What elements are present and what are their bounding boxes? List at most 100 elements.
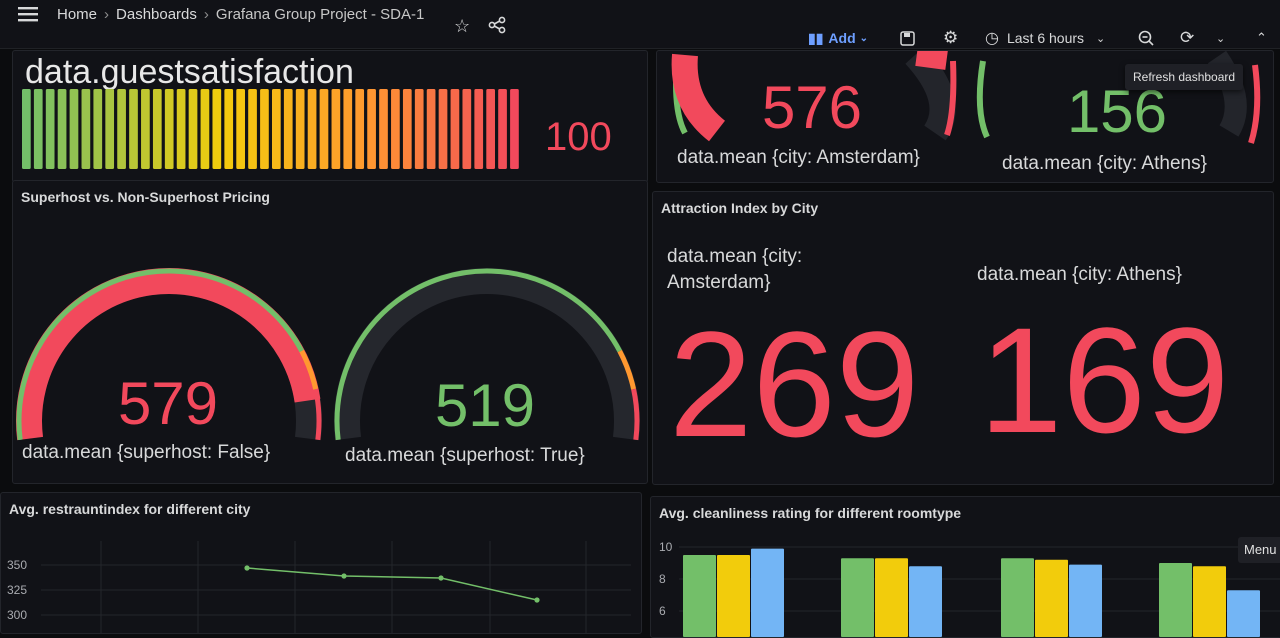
chevron-right-icon: › [203,6,209,23]
share-icon[interactable] [488,16,506,34]
panel-title: Superhost vs. Non-Superhost Pricing [21,189,270,205]
amsterdam-stat-label-line2: Amsterdam} [667,272,771,293]
panel-attraction-index: Attraction Index by City data.mean {city… [652,191,1274,485]
bar-gauge-segment [486,89,495,169]
bar [1159,563,1192,637]
bar-gauge-segment [426,89,436,169]
bar-gauge-segment [510,89,519,169]
bar-gauge-segment [81,89,91,169]
bar-gauge-segment [307,89,317,169]
add-panel-icon: ▮▮ [808,29,824,46]
series-line [246,567,538,601]
bar-gauge-segment [295,89,305,169]
panel-title: Attraction Index by City [661,200,819,216]
panel-title: data.guestsatisfaction [25,53,354,91]
bar [909,566,942,637]
breadcrumb: Home › Dashboards › Grafana Group Projec… [57,6,424,23]
panel-title: Avg. restrauntindex for different city [9,501,251,517]
refresh-interval-chevron-icon[interactable]: ⌄ [1216,32,1226,45]
bar-gauge-segment [438,89,448,169]
refresh-icon[interactable]: ⟳ [1180,28,1195,47]
zoom-out-icon[interactable] [1138,28,1154,48]
bar [1035,559,1068,637]
panel-guestsatisfaction: data.guestsatisfaction 100 [12,50,648,183]
bar [683,555,716,637]
gauge-threshold-orange [299,349,319,390]
bar-gauge-segment [105,89,115,169]
clock-icon: ◷ [985,30,999,47]
bar-gauge-segment [391,89,400,169]
breadcrumb-project[interactable]: Grafana Group Project - SDA-1 [215,6,425,23]
bar-gauge-segment [129,89,138,169]
gear-icon[interactable]: ⚙ [943,28,959,47]
bar-gauge-segment [462,89,472,169]
bar-gauge-segment [283,89,293,169]
bar-gauge-segment [355,89,365,169]
bar [1227,590,1260,637]
bar [1001,558,1034,637]
add-label: Add [828,30,856,46]
save-icon[interactable] [900,28,915,48]
bar-gauge-segment [93,89,103,169]
bar-gauge-segment [200,89,210,169]
bar-gauge-segment [117,89,126,169]
superhost-false-label: data.mean {superhost: False} [22,442,271,463]
line-chart: 350 325 300 [7,541,631,633]
data-point [438,575,444,581]
athens-stat-label: data.mean {city: Athens} [977,264,1182,285]
bar-gauge-segment [367,89,376,169]
amsterdam-stat-label-line1: data.mean {city: [667,246,803,267]
bar-gauge-segment [152,89,162,169]
y-tick-label: 10 [659,540,673,554]
bar-gauge-segment [331,89,341,169]
bar-gauge-segment [224,89,234,169]
hamburger-icon[interactable] [18,6,40,22]
bar-gauge-segment [379,89,388,169]
athens-gauge-label: data.mean {city: Athens} [1002,153,1207,174]
gauge-threshold-green [16,268,304,441]
bar-gauge-segment [272,89,281,169]
bar-gauge-segment [57,89,67,169]
bar-gauge-segment [474,89,484,169]
top-navbar: Home › Dashboards › Grafana Group Projec… [0,0,1280,49]
gauge-arcs [671,51,1261,144]
amsterdam-stat-value: 269 [669,300,920,468]
gauge-fill [16,268,321,441]
y-tick-label: 8 [659,572,666,586]
superhost-false-value: 579 [117,370,219,437]
bar-chart: 10 8 6 [659,540,1280,637]
gauge-threshold-orange [617,349,637,390]
time-range-picker[interactable]: ◷ Last 6 hours ⌄ [985,28,1105,48]
bar-gauge-segment [45,89,55,169]
gauge-threshold-green [334,268,622,441]
bar-gauge-segment [248,89,257,169]
bar-gauge-segment [260,89,269,169]
bar-gauge-segment [414,89,424,169]
bar [1193,566,1226,637]
add-button[interactable]: ▮▮ Add ⌄ [808,28,868,48]
panel-title: Avg. cleanliness rating for different ro… [659,505,962,521]
y-tick-label: 300 [7,608,27,622]
collapse-icon[interactable]: ⌃ [1256,30,1267,45]
superhost-gauge-arcs [16,268,640,441]
data-point [341,573,347,579]
y-tick-label: 350 [7,558,27,572]
amsterdam-gauge-label: data.mean {city: Amsterdam} [677,147,920,168]
amsterdam-gauge-value: 576 [761,74,863,141]
breadcrumb-dashboards[interactable]: Dashboards [116,6,197,23]
y-tick-label: 6 [659,604,666,618]
data-point [534,597,540,603]
star-icon[interactable]: ☆ [454,16,471,36]
bar-gauge-segment [33,89,43,169]
bar-gauge [22,89,519,169]
panel-cleanliness-rating: Avg. cleanliness rating for different ro… [650,496,1280,638]
bar [841,558,874,637]
bar-gauge-value: 100 [545,115,612,159]
gauge-track [334,268,640,441]
panel-restaurant-index: Avg. restrauntindex for different city 3… [0,492,642,634]
bar-gauge-segment [212,89,222,169]
breadcrumb-home[interactable]: Home [57,6,98,23]
panel-superhost-pricing: Superhost vs. Non-Superhost Pricing 579 … [12,180,648,484]
bar-gauge-segment [343,89,353,169]
bar-gauge-segment [498,89,507,169]
